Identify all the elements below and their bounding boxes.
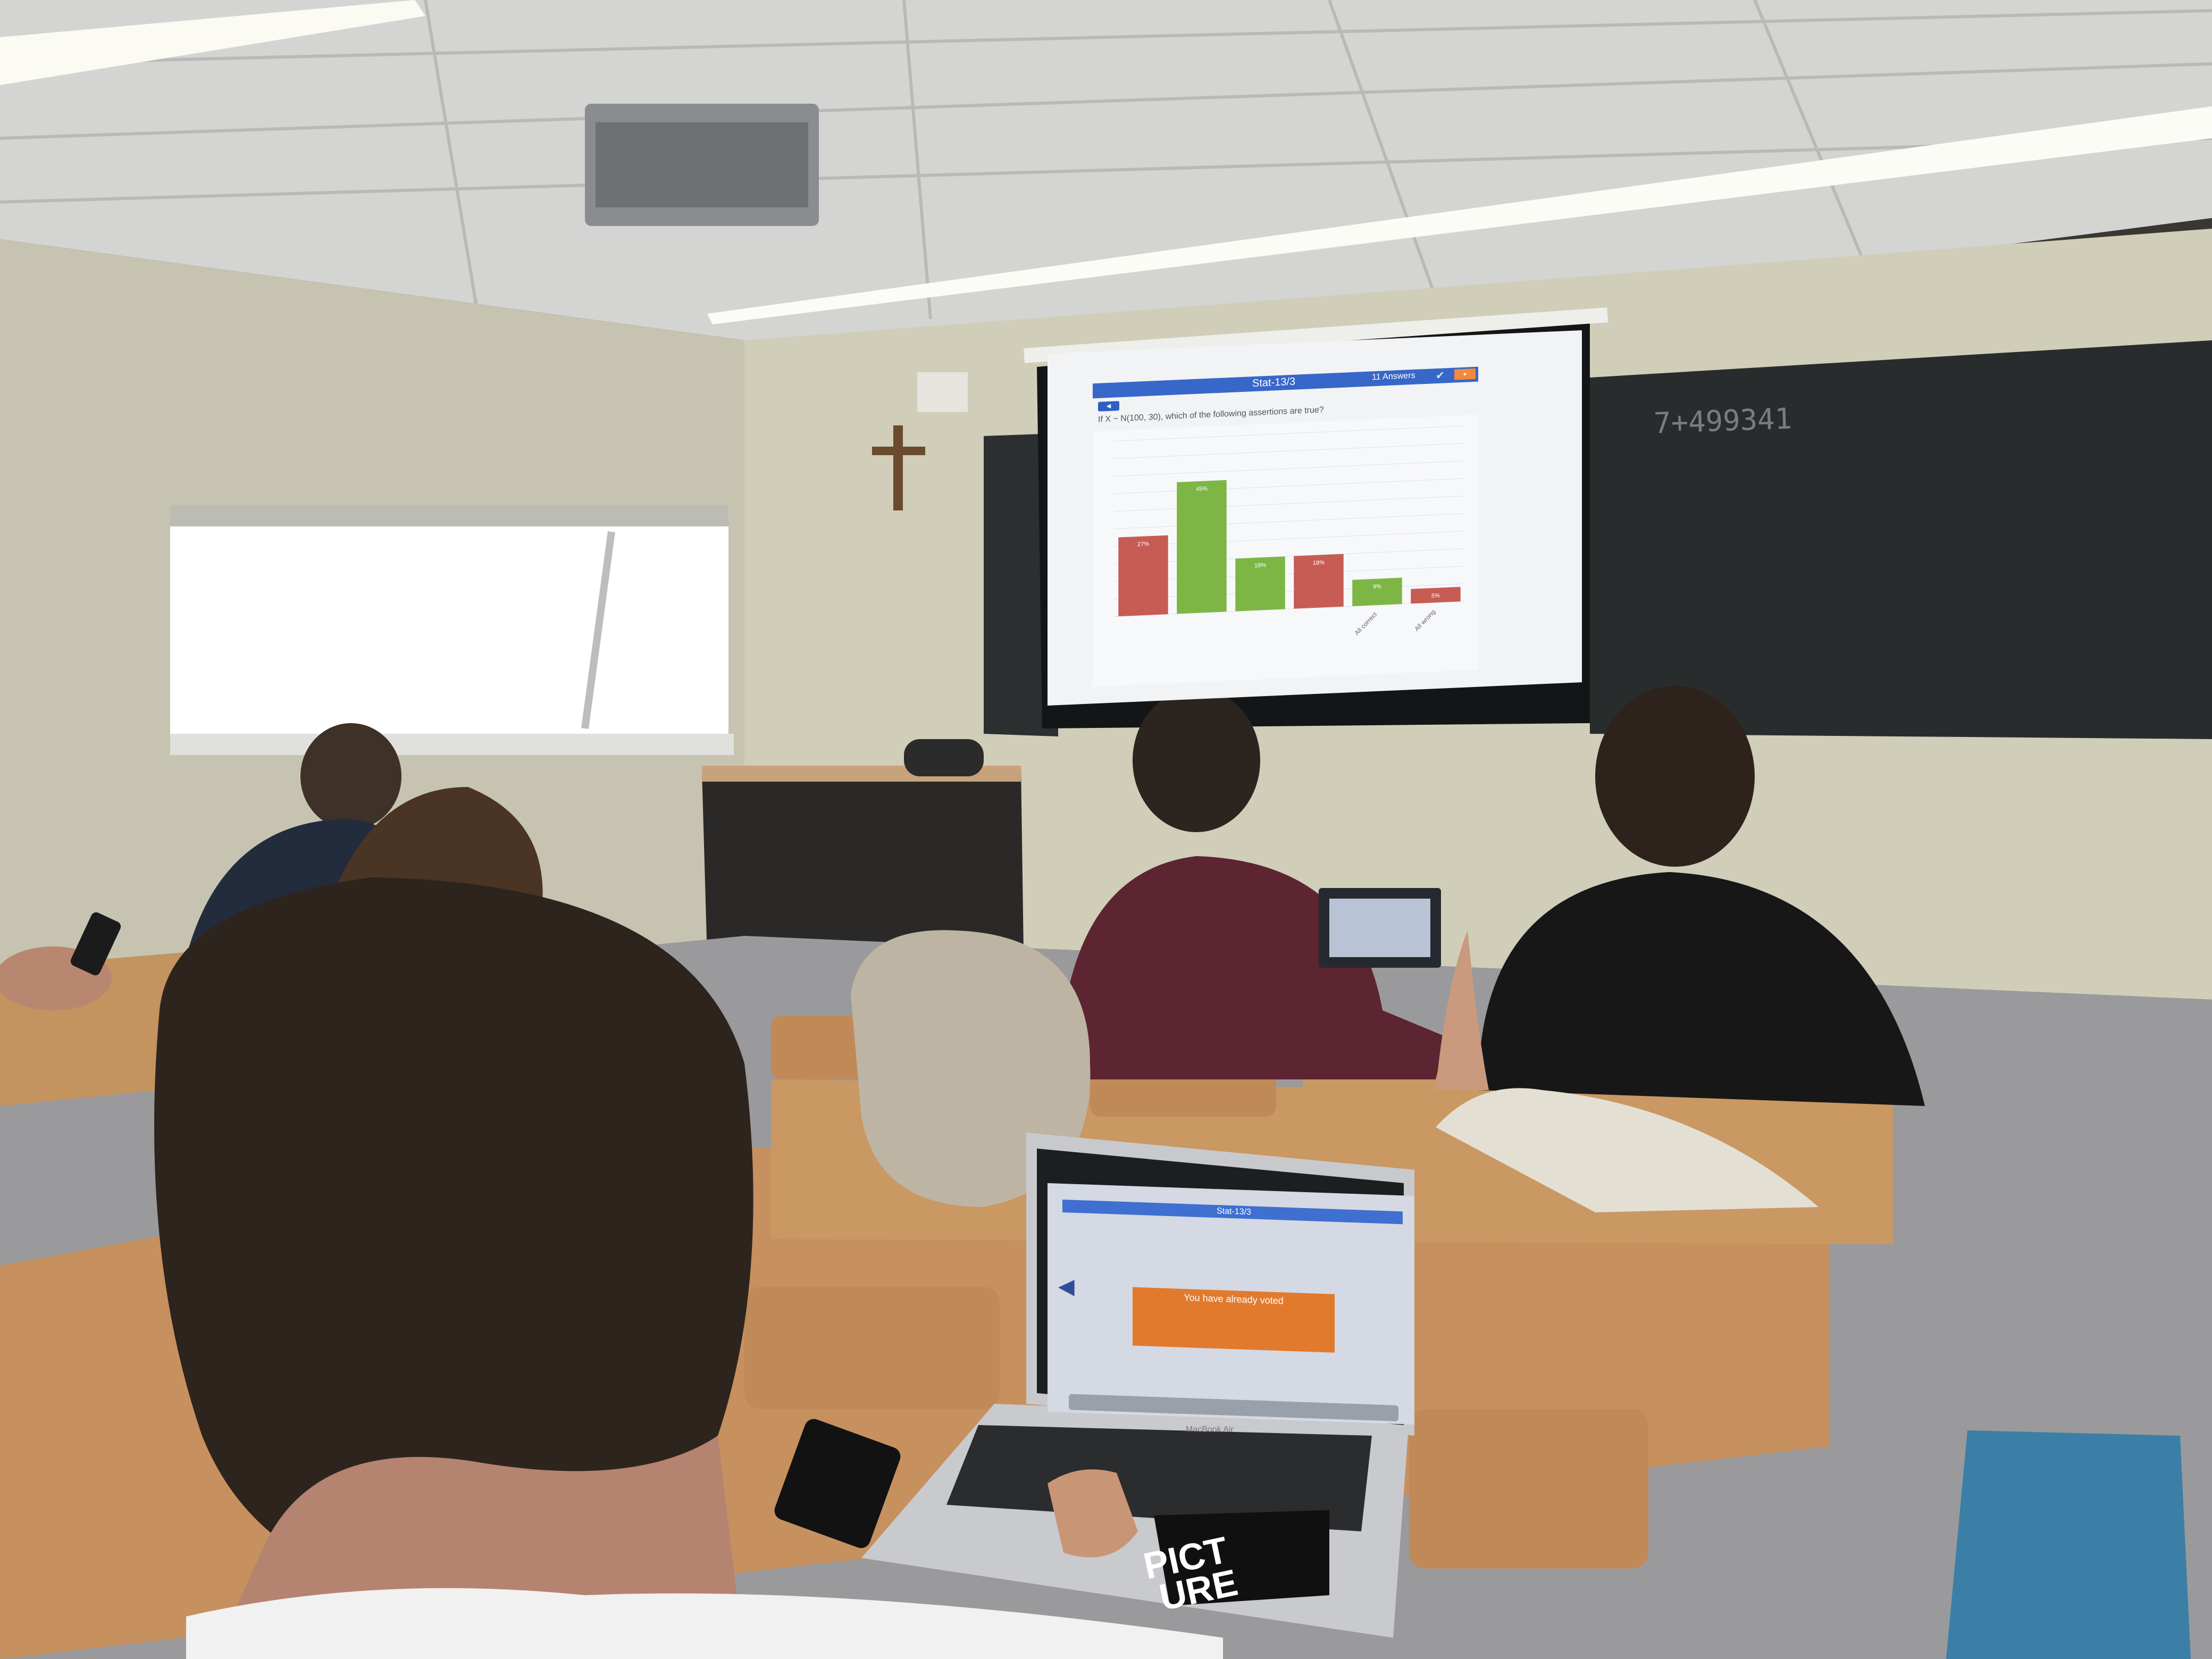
chart-bar [1352,577,1402,606]
chart-bar [1411,586,1461,604]
laptop-header: Stat-13/3 [1062,1199,1403,1225]
chart-bar [1177,480,1227,614]
back-arrow-icon: ◀ [1058,1274,1075,1298]
chart-gridline [1114,478,1465,495]
blackboard-writing: 7+499341 [1653,401,1793,440]
projected-back-button: ◀ [1098,401,1119,412]
projected-header: Stat-13/3 11 Answers ✔ ● [1093,366,1478,399]
towel [1436,1088,1819,1212]
laptop-brand: MacBook Air [1186,1425,1234,1434]
chart-gridline [1114,425,1465,442]
laptop-title: Stat-13/3 [1217,1206,1251,1217]
chart-gridline [1114,460,1465,477]
person-blonde [330,787,543,904]
chart-data-label: 18% [1313,559,1325,566]
chart-gridline [1114,566,1465,582]
projected-answer-count: 11 Answers [1372,371,1415,382]
chart-bar [1235,556,1285,611]
chart-bar [1294,554,1344,609]
chart-gridline [1114,548,1465,565]
window [170,505,728,739]
chart-gridline [1114,601,1465,617]
chart-gridline [1114,513,1465,530]
already-voted-panel: You have already voted [1133,1287,1335,1353]
chart-data-label: 27% [1137,541,1149,548]
projected-title: Stat-13/3 [1252,375,1296,390]
chart-data-label: 45% [1196,485,1208,492]
vote-status-text: You have already voted [1184,1292,1284,1306]
person-dark-hair [1436,686,1925,1106]
chart-data-label: 5% [1431,592,1440,599]
person-foreground [154,877,1223,1659]
chart-gridline [1114,496,1465,512]
chart-gridline [1114,443,1465,459]
blackboard-right [1590,340,2212,739]
person-maroon-shirt [1058,689,1446,1079]
chart-gridline [1114,583,1465,600]
projected-screen: Stat-13/3 11 Answers ✔ ● ◀ If X ~ N(100,… [1048,330,1582,706]
chart-data-label: 18% [1254,562,1266,569]
laptop-screen: Stat-13/3 ◀ You have already voted [1048,1183,1414,1425]
cross [872,425,925,510]
chart-bar [1118,535,1168,617]
projected-action-button: ● [1454,368,1476,380]
blue-bag [1946,1430,2191,1659]
chart-data-label: 9% [1373,583,1381,590]
speaker [917,372,968,412]
check-icon: ✔ [1436,370,1445,382]
teacher-desk [702,766,1024,957]
smartphone [774,1419,901,1548]
chart-gridline [1114,531,1465,547]
